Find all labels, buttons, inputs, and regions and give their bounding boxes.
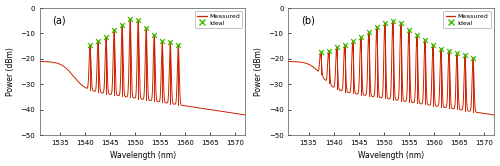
Point: [372, 26, 380, 28]
Point: [166, 41, 174, 44]
Point: [142, 27, 150, 29]
Y-axis label: Power (dBm): Power (dBm): [254, 47, 263, 96]
Point: [348, 40, 356, 42]
Point: [469, 56, 477, 59]
Point: [381, 22, 389, 25]
Point: [413, 33, 421, 36]
Point: [94, 40, 102, 42]
Point: [324, 50, 332, 53]
Legend: Measured, Ideal: Measured, Ideal: [194, 11, 242, 28]
Point: [340, 43, 348, 46]
Point: [86, 43, 94, 46]
Point: [158, 40, 166, 42]
Point: [445, 50, 453, 53]
Point: [397, 21, 405, 24]
Point: [429, 43, 437, 46]
Text: (b): (b): [301, 16, 314, 26]
Point: [421, 39, 429, 41]
Point: [150, 33, 158, 36]
Point: [405, 28, 413, 31]
Legend: Measured, Ideal: Measured, Ideal: [444, 11, 491, 28]
Point: [118, 23, 126, 26]
Point: [364, 31, 372, 34]
Point: [134, 19, 142, 22]
Point: [316, 51, 324, 54]
Point: [437, 47, 445, 50]
Point: [126, 17, 134, 20]
X-axis label: Wavelength (nm): Wavelength (nm): [110, 151, 176, 161]
Point: [389, 19, 397, 22]
Y-axis label: Power (dBm): Power (dBm): [6, 47, 15, 96]
Point: [332, 46, 340, 49]
X-axis label: Wavelength (nm): Wavelength (nm): [358, 151, 424, 161]
Point: [356, 36, 364, 39]
Point: [110, 28, 118, 31]
Point: [461, 54, 469, 56]
Text: (a): (a): [52, 16, 66, 26]
Point: [174, 43, 182, 46]
Point: [102, 36, 110, 39]
Point: [453, 52, 461, 55]
